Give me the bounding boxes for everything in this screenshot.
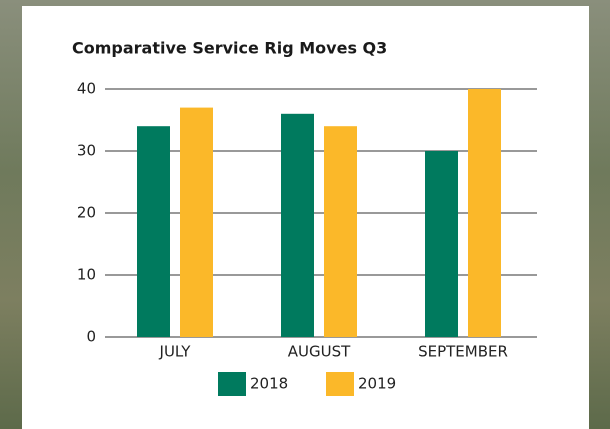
page: Comparative Service Rig Moves Q3 0 10 20 30… [0,0,610,429]
bar [137,126,170,337]
bar [468,89,501,337]
y-tick-label: 0 [86,328,96,346]
y-tick-label: 20 [77,204,96,222]
chart-title: Comparative Service Rig Moves Q3 [72,39,387,58]
legend-swatch [326,372,354,396]
y-tick-label: 10 [77,266,96,284]
x-tick-label: JULY [159,343,192,361]
bar [180,108,213,337]
bar [324,126,357,337]
bar [281,114,314,337]
legend-swatch [218,372,246,396]
y-tick-label: 40 [77,80,96,98]
y-tick-label: 30 [77,142,96,160]
legend-label: 2018 [250,375,288,393]
chart: Comparative Service Rig Moves Q3 0 10 20 30… [0,0,610,429]
legend-label: 2019 [358,375,396,393]
x-tick-label: AUGUST [288,343,351,361]
x-tick-label: SEPTEMBER [418,343,508,361]
bar [425,151,458,337]
